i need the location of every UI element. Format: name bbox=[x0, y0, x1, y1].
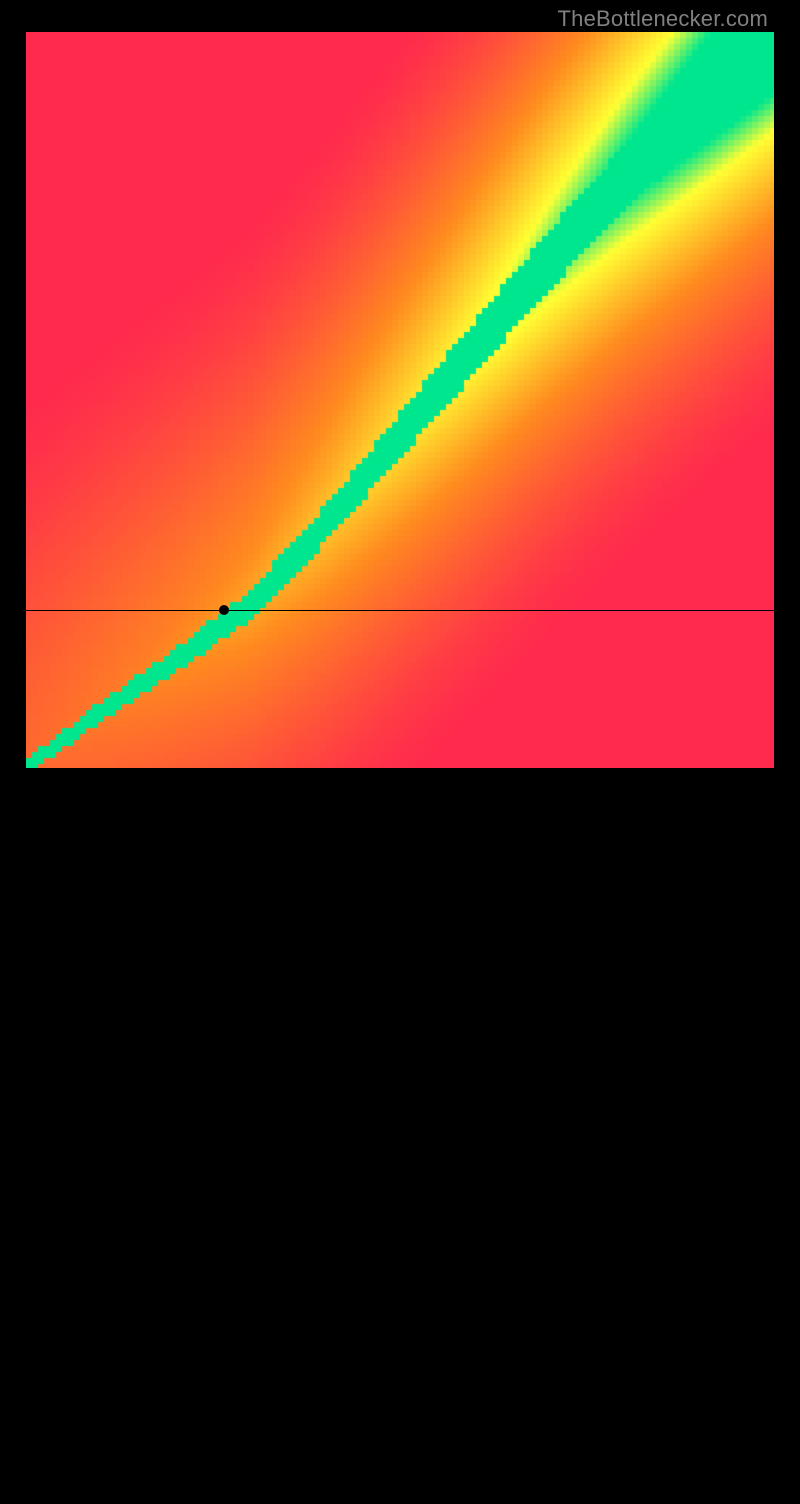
heatmap-canvas bbox=[26, 32, 774, 768]
data-point-marker bbox=[219, 605, 229, 615]
crosshair-vertical bbox=[224, 768, 225, 1504]
watermark-text: TheBottlenecker.com bbox=[558, 6, 768, 32]
chart-frame bbox=[0, 0, 800, 800]
chart-area bbox=[26, 32, 774, 768]
crosshair-horizontal bbox=[26, 610, 774, 611]
